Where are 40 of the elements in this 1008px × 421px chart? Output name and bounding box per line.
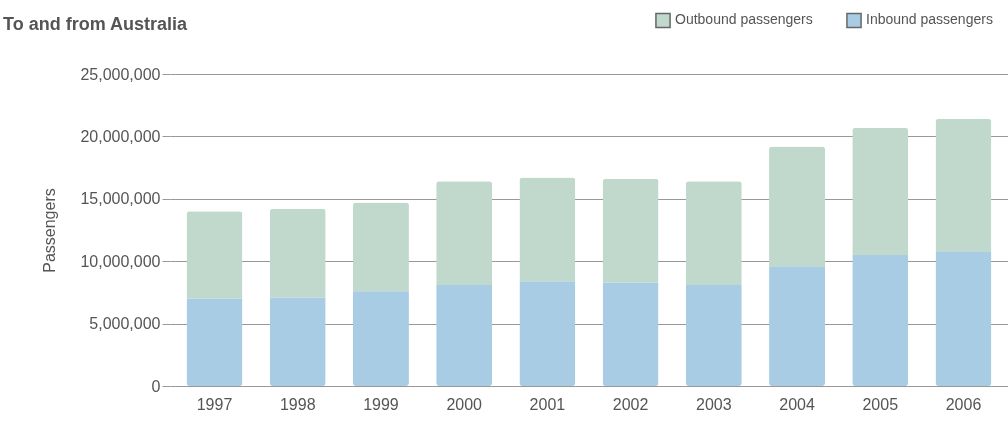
bar: [935, 251, 992, 386]
bar: [852, 127, 909, 255]
bar: [269, 297, 326, 386]
y-tick-label: 5,000,000: [89, 315, 161, 333]
x-tick-label: 2000: [446, 395, 483, 413]
legend-label: Outbound passengers: [675, 11, 813, 28]
bar: [602, 178, 659, 283]
y-tick-label: 25,000,000: [80, 65, 161, 83]
bar: [436, 284, 493, 386]
bar: [935, 118, 992, 252]
bar: [769, 266, 826, 386]
y-tick-label: 10,000,000: [80, 252, 161, 270]
bar: [186, 211, 243, 299]
bar: [852, 254, 909, 386]
x-tick-label: 1999: [363, 395, 399, 413]
bar: [352, 202, 409, 292]
bar: [685, 181, 742, 285]
bar: [352, 291, 409, 386]
bar: [186, 298, 243, 386]
bar: [269, 208, 326, 298]
bar: [436, 181, 493, 285]
x-tick-label: 1997: [196, 395, 233, 413]
x-tick-label: 2004: [779, 395, 815, 413]
y-tick-label: 20,000,000: [80, 127, 161, 145]
y-tick-label: 15,000,000: [80, 190, 161, 208]
x-tick-label: 2006: [945, 395, 982, 413]
y-tick-label: 0: [151, 377, 161, 395]
x-tick-label: 2003: [696, 395, 732, 413]
x-tick-label: 2002: [612, 395, 649, 413]
bar: [685, 284, 742, 386]
bar: [519, 281, 576, 386]
bar: [769, 146, 826, 267]
x-tick-label: 2005: [862, 395, 899, 413]
y-axis-title: Passengers: [41, 188, 59, 273]
bar: [602, 282, 659, 386]
chart-title: To and from Australia: [3, 14, 189, 34]
x-tick-label: 1998: [279, 395, 316, 413]
legend-label: Inbound passengers: [866, 11, 993, 28]
x-tick-label: 2001: [529, 395, 566, 413]
bar: [519, 177, 576, 282]
